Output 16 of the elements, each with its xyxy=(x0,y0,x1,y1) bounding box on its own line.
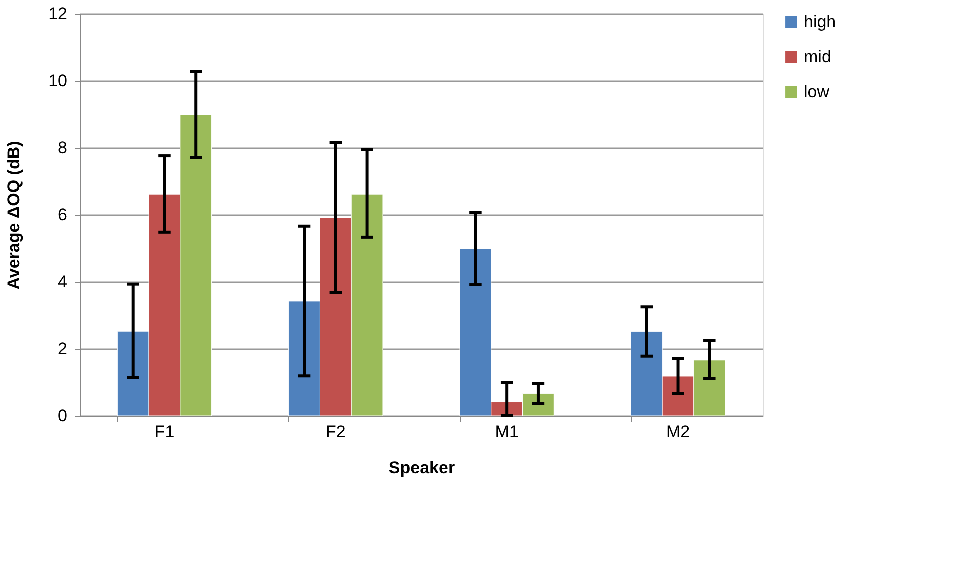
y-tick-label: 2 xyxy=(58,340,68,358)
x-tick-label: F1 xyxy=(154,422,175,442)
legend-label: low xyxy=(804,82,830,102)
x-axis-title: Speaker xyxy=(388,458,456,478)
x-tick-label: M2 xyxy=(666,422,690,442)
y-tick-label: 10 xyxy=(48,72,68,90)
y-tick-label: 4 xyxy=(58,272,68,292)
y-tick-label: 6 xyxy=(58,206,68,224)
legend-label: high xyxy=(804,12,836,32)
x-tick-label: M1 xyxy=(495,422,519,442)
legend-label: mid xyxy=(804,48,832,66)
y-tick-label: 8 xyxy=(58,138,68,158)
y-axis-title: Average ΔOQ (dB) xyxy=(4,141,24,290)
x-tick-label: F2 xyxy=(326,422,346,442)
y-tick-label: 12 xyxy=(48,4,68,24)
y-tick-label: 0 xyxy=(58,406,68,426)
